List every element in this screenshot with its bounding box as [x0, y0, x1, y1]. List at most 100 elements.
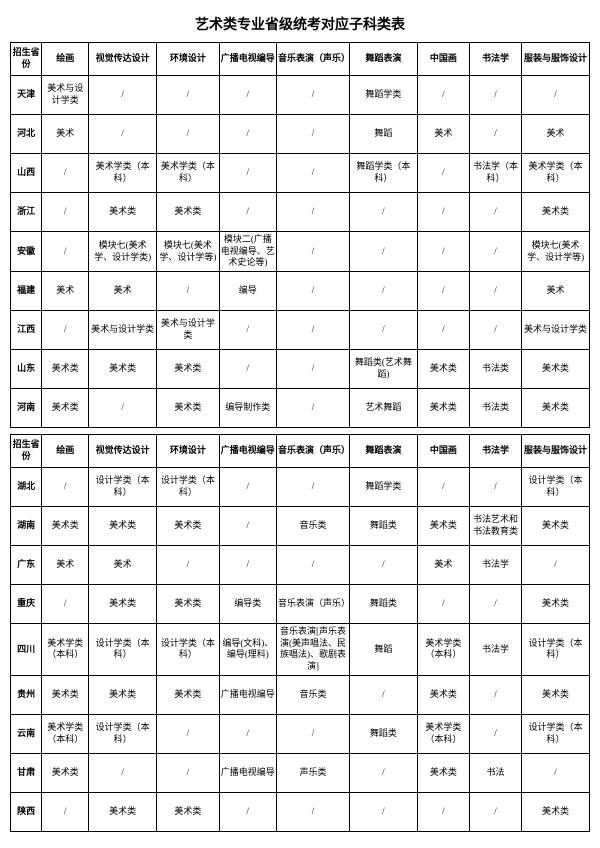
data-cell: 美术类: [89, 350, 157, 389]
data-cell: 舞蹈类: [350, 714, 418, 753]
data-cell: /: [277, 232, 350, 272]
data-cell: 美术学类（本科）: [89, 154, 157, 193]
data-cell: 美术: [522, 115, 590, 154]
data-cell: 书法: [469, 753, 521, 792]
column-header: 书法学: [469, 435, 521, 468]
data-cell: 舞蹈: [350, 624, 418, 676]
data-cell: /: [350, 792, 418, 831]
province-cell: 贵州: [11, 675, 42, 714]
data-cell: /: [469, 232, 521, 272]
data-cell: 设计学类（本科）: [89, 624, 157, 676]
data-cell: 美术类: [157, 350, 220, 389]
data-cell: 美术类: [157, 675, 220, 714]
data-cell: /: [42, 468, 89, 507]
province-cell: 山西: [11, 154, 42, 193]
table-row: 浙江/美术类美术类/////美术类: [11, 193, 590, 232]
data-cell: /: [350, 272, 418, 311]
data-cell: /: [350, 753, 418, 792]
data-cell: 编导: [219, 272, 276, 311]
data-cell: 舞蹈类: [350, 585, 418, 624]
data-cell: /: [469, 792, 521, 831]
data-cell: /: [219, 193, 276, 232]
table-row: 云南美术学类（本科）设计学类（本科）///舞蹈类美术学类（本科）/设计学类（本科…: [11, 714, 590, 753]
data-cell: /: [277, 792, 350, 831]
data-cell: 编导(文科)、编导(理科): [219, 624, 276, 676]
data-cell: 美术: [42, 272, 89, 311]
data-cell: /: [417, 232, 469, 272]
data-cell: 美术与设计学类: [89, 311, 157, 350]
data-cell: 美术学类（本科）: [417, 714, 469, 753]
table-row: 山东美术类美术类美术类//舞蹈类(艺术舞蹈)美术类书法类美术类: [11, 350, 590, 389]
data-cell: /: [89, 115, 157, 154]
data-cell: /: [469, 193, 521, 232]
data-cell: 美术类: [522, 193, 590, 232]
data-cell: /: [469, 468, 521, 507]
data-cell: 美术类: [89, 792, 157, 831]
data-cell: 美术类: [157, 507, 220, 546]
data-cell: /: [277, 311, 350, 350]
data-cell: 设计学类（本科）: [522, 714, 590, 753]
data-cell: /: [277, 546, 350, 585]
data-cell: 书法类: [469, 389, 521, 428]
data-cell: 美术类: [89, 193, 157, 232]
data-cell: /: [42, 193, 89, 232]
page-title: 艺术类专业省级统考对应子科类表: [10, 14, 590, 34]
table-2: 招生省份绘画视觉传达设计环境设计广播电视编导音乐表演（声乐）舞蹈表演中国画书法学…: [10, 434, 590, 832]
data-cell: /: [469, 115, 521, 154]
data-cell: /: [157, 714, 220, 753]
data-cell: /: [219, 311, 276, 350]
data-cell: 书法学: [469, 546, 521, 585]
table-row: 福建美术美术/编导////美术: [11, 272, 590, 311]
data-cell: /: [522, 546, 590, 585]
data-cell: /: [277, 193, 350, 232]
data-cell: 美术类: [42, 389, 89, 428]
data-cell: /: [42, 585, 89, 624]
data-cell: 美术: [417, 115, 469, 154]
table-row: 甘肃美术类//广播电视编导声乐类/美术类书法/: [11, 753, 590, 792]
data-cell: 美术与设计学类: [42, 76, 89, 115]
data-cell: 美术类: [89, 507, 157, 546]
data-cell: 舞蹈学类（本科）: [350, 154, 418, 193]
data-cell: /: [219, 546, 276, 585]
data-cell: 书法类: [469, 350, 521, 389]
data-cell: /: [350, 193, 418, 232]
data-cell: 美术类: [42, 350, 89, 389]
data-cell: 美术学类（本科）: [42, 624, 89, 676]
data-cell: 舞蹈学类: [350, 76, 418, 115]
data-cell: 设计学类（本科）: [522, 468, 590, 507]
data-cell: 美术类: [89, 585, 157, 624]
data-cell: /: [277, 115, 350, 154]
data-cell: 广播电视编导: [219, 675, 276, 714]
data-cell: 设计学类（本科）: [157, 624, 220, 676]
table-row: 广东美术美术////美术书法学/: [11, 546, 590, 585]
data-cell: /: [42, 792, 89, 831]
data-cell: 美术类: [42, 675, 89, 714]
table-row: 重庆/美术类美术类编导类音乐表演（声乐）舞蹈类//美术类: [11, 585, 590, 624]
table-row: 陕西/美术类美术类/////美术类: [11, 792, 590, 831]
data-cell: /: [219, 115, 276, 154]
table-row: 贵州美术类美术类美术类广播电视编导音乐类/美术类/美术类: [11, 675, 590, 714]
column-header: 中国画: [417, 435, 469, 468]
data-cell: 艺术舞蹈: [350, 389, 418, 428]
data-cell: /: [219, 507, 276, 546]
province-cell: 河南: [11, 389, 42, 428]
data-cell: 美术: [42, 546, 89, 585]
province-cell: 湖北: [11, 468, 42, 507]
data-cell: 美术类: [157, 389, 220, 428]
province-cell: 安徽: [11, 232, 42, 272]
table-row: 安徽/模块七(美术学、设计学类)模块七(美术学、设计学等)模块二(广播电视编导、…: [11, 232, 590, 272]
data-cell: 音乐表演[声乐表演(美声唱法、民族唱法)、歌剧表演]: [277, 624, 350, 676]
data-cell: 美术类: [522, 389, 590, 428]
table-row: 江西/美术与设计学类美术与设计学类/////美术与设计学类: [11, 311, 590, 350]
data-cell: /: [417, 311, 469, 350]
province-cell: 重庆: [11, 585, 42, 624]
data-cell: /: [522, 76, 590, 115]
data-cell: 设计学类（本科）: [89, 468, 157, 507]
column-header: 广播电视编导: [219, 43, 276, 76]
data-cell: 美术: [89, 272, 157, 311]
data-cell: /: [277, 76, 350, 115]
data-cell: /: [417, 792, 469, 831]
column-header: 环境设计: [157, 43, 220, 76]
data-cell: 美术类: [42, 507, 89, 546]
column-header: 广播电视编导: [219, 435, 276, 468]
